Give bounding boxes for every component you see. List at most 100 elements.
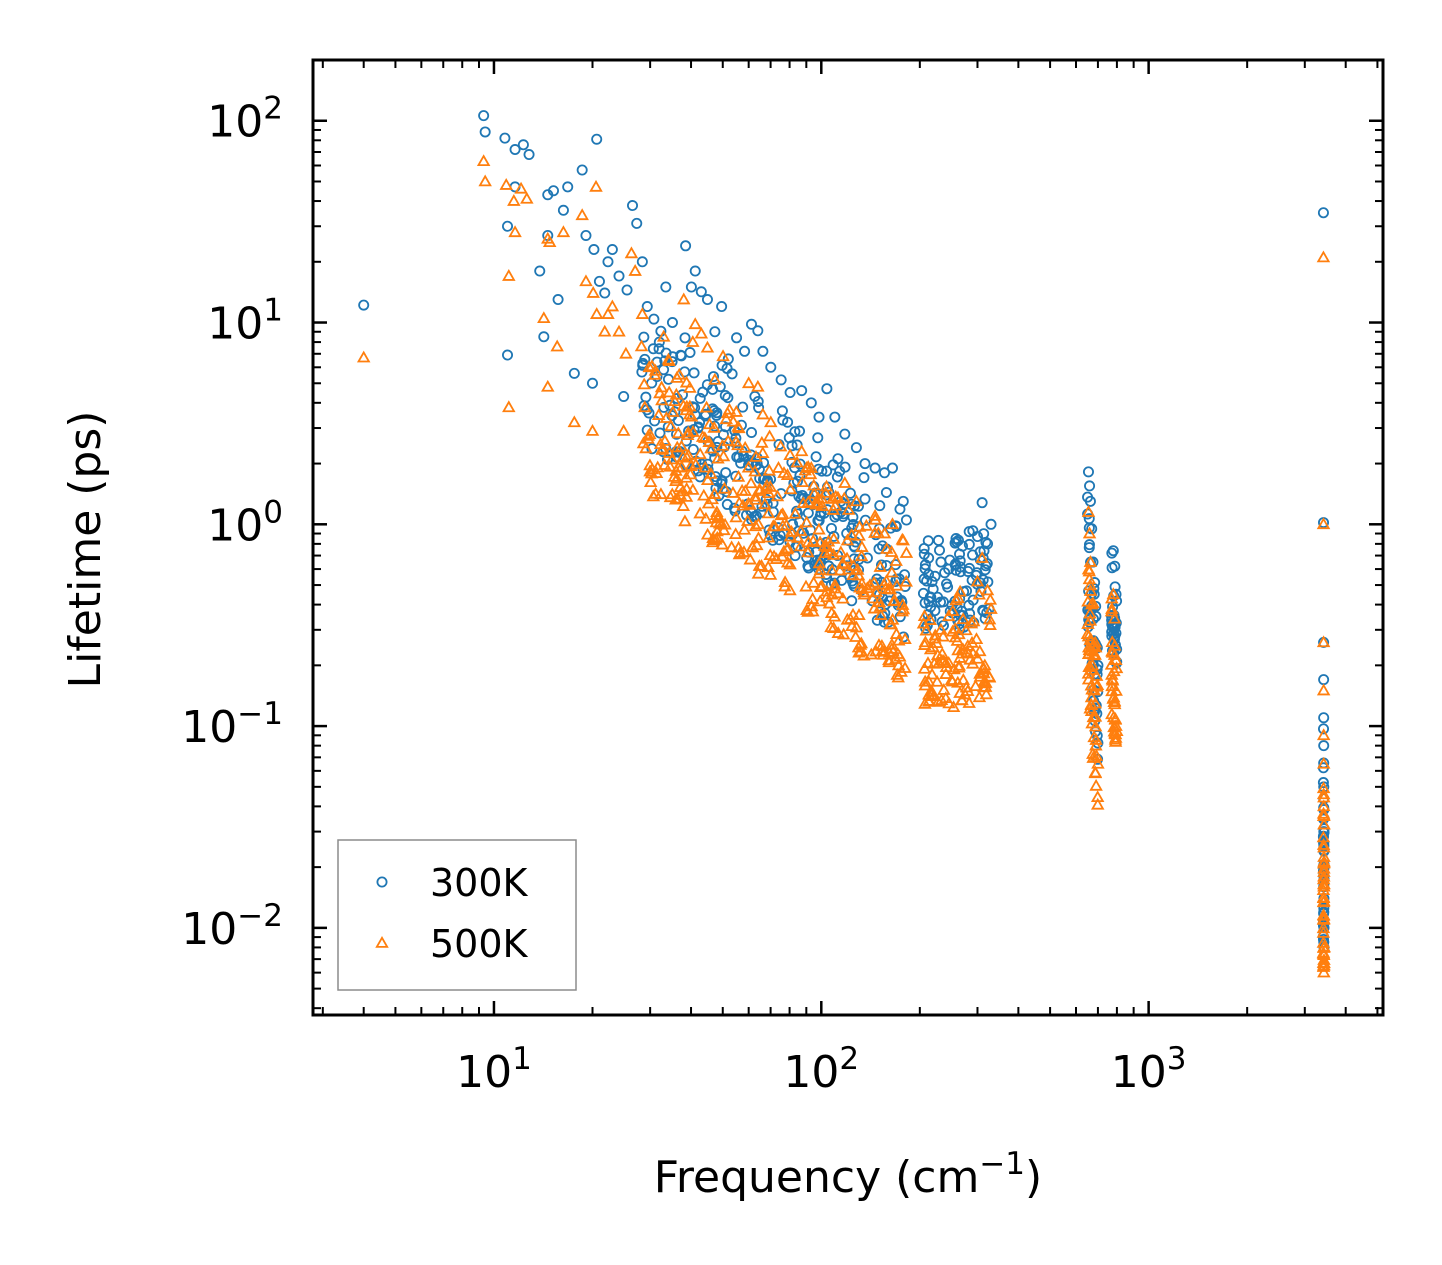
data-point <box>579 274 593 287</box>
data-point <box>916 616 931 629</box>
tick-exponent: 2 <box>839 1041 859 1077</box>
data-point <box>684 459 698 471</box>
data-point <box>1105 602 1119 614</box>
data-point <box>976 662 991 675</box>
data-point <box>820 590 834 603</box>
x-tick-label: 103 <box>1111 1041 1187 1098</box>
data-point <box>728 527 743 540</box>
data-point <box>758 497 772 510</box>
data-point <box>778 579 792 592</box>
data-point <box>829 411 841 423</box>
data-point <box>781 541 795 554</box>
data-point <box>731 332 743 344</box>
data-point <box>657 458 672 470</box>
data-point <box>825 563 839 576</box>
data-point <box>970 574 985 587</box>
data-point <box>720 421 732 433</box>
data-point <box>790 455 804 468</box>
data-point <box>884 545 899 557</box>
data-point <box>899 574 913 587</box>
data-point <box>756 407 770 420</box>
data-point <box>1082 526 1097 539</box>
data-point <box>956 540 968 552</box>
data-point <box>599 287 611 299</box>
data-point <box>741 460 756 473</box>
tick-base: 10 <box>456 1047 512 1098</box>
data-point <box>918 674 932 687</box>
data-point <box>1107 697 1122 710</box>
data-point <box>708 372 722 385</box>
data-point <box>771 461 786 473</box>
data-point <box>663 490 678 503</box>
data-point <box>802 507 814 519</box>
data-point <box>660 281 672 293</box>
data-point <box>358 299 370 311</box>
tick-exponent: 0 <box>263 494 283 530</box>
data-point <box>942 581 954 593</box>
data-point <box>869 585 883 597</box>
data-point <box>1090 790 1105 803</box>
data-point <box>828 577 842 590</box>
data-point <box>804 461 819 473</box>
data-point <box>770 489 785 502</box>
data-point <box>752 395 764 407</box>
x-axis-label: Frequency (cm−1) <box>654 1146 1042 1203</box>
data-point <box>852 528 866 541</box>
data-point <box>1084 690 1099 703</box>
data-point <box>776 405 788 417</box>
data-point <box>762 429 777 442</box>
data-point <box>663 459 677 472</box>
data-point <box>722 353 734 365</box>
data-point <box>1318 712 1330 724</box>
data-point <box>849 620 864 633</box>
data-point <box>922 535 934 547</box>
data-point <box>812 522 826 535</box>
data-point <box>976 497 988 509</box>
data-point <box>927 656 942 669</box>
data-point <box>877 526 892 539</box>
data-point <box>686 425 700 437</box>
data-point <box>537 311 551 324</box>
data-point <box>641 428 656 441</box>
data-point <box>557 204 569 216</box>
data-point <box>1107 648 1122 660</box>
data-point <box>1081 672 1096 685</box>
data-point <box>664 419 678 432</box>
data-point <box>822 596 837 609</box>
data-point <box>767 534 779 546</box>
data-point <box>812 432 824 444</box>
data-point <box>963 526 975 538</box>
data-point <box>693 447 707 460</box>
data-point <box>836 557 850 569</box>
data-point <box>717 481 732 494</box>
data-point <box>508 225 522 238</box>
data-point <box>704 441 718 454</box>
plot-area <box>356 110 1331 978</box>
data-point <box>1083 542 1095 554</box>
data-point <box>919 559 931 571</box>
x-axis-label-text: Frequency (cm <box>654 1152 980 1203</box>
data-point <box>763 548 777 561</box>
data-point <box>749 449 763 462</box>
data-point <box>638 400 652 413</box>
data-point <box>698 431 712 443</box>
y-tick-label: 102 <box>207 91 283 148</box>
data-point <box>918 678 932 691</box>
data-point <box>517 139 529 151</box>
data-point <box>828 577 840 589</box>
data-point <box>666 317 678 329</box>
data-point <box>676 499 691 511</box>
data-point <box>882 645 897 658</box>
data-point <box>918 635 933 648</box>
tick-base: 10 <box>207 299 263 350</box>
tick-base: 10 <box>207 500 263 551</box>
data-point <box>745 318 757 330</box>
data-point <box>921 656 935 668</box>
data-point <box>978 528 990 540</box>
data-point <box>1089 778 1103 791</box>
data-point <box>898 632 912 645</box>
data-point <box>670 440 684 453</box>
data-point <box>507 194 521 206</box>
data-point <box>1317 777 1329 789</box>
data-point <box>694 326 709 339</box>
